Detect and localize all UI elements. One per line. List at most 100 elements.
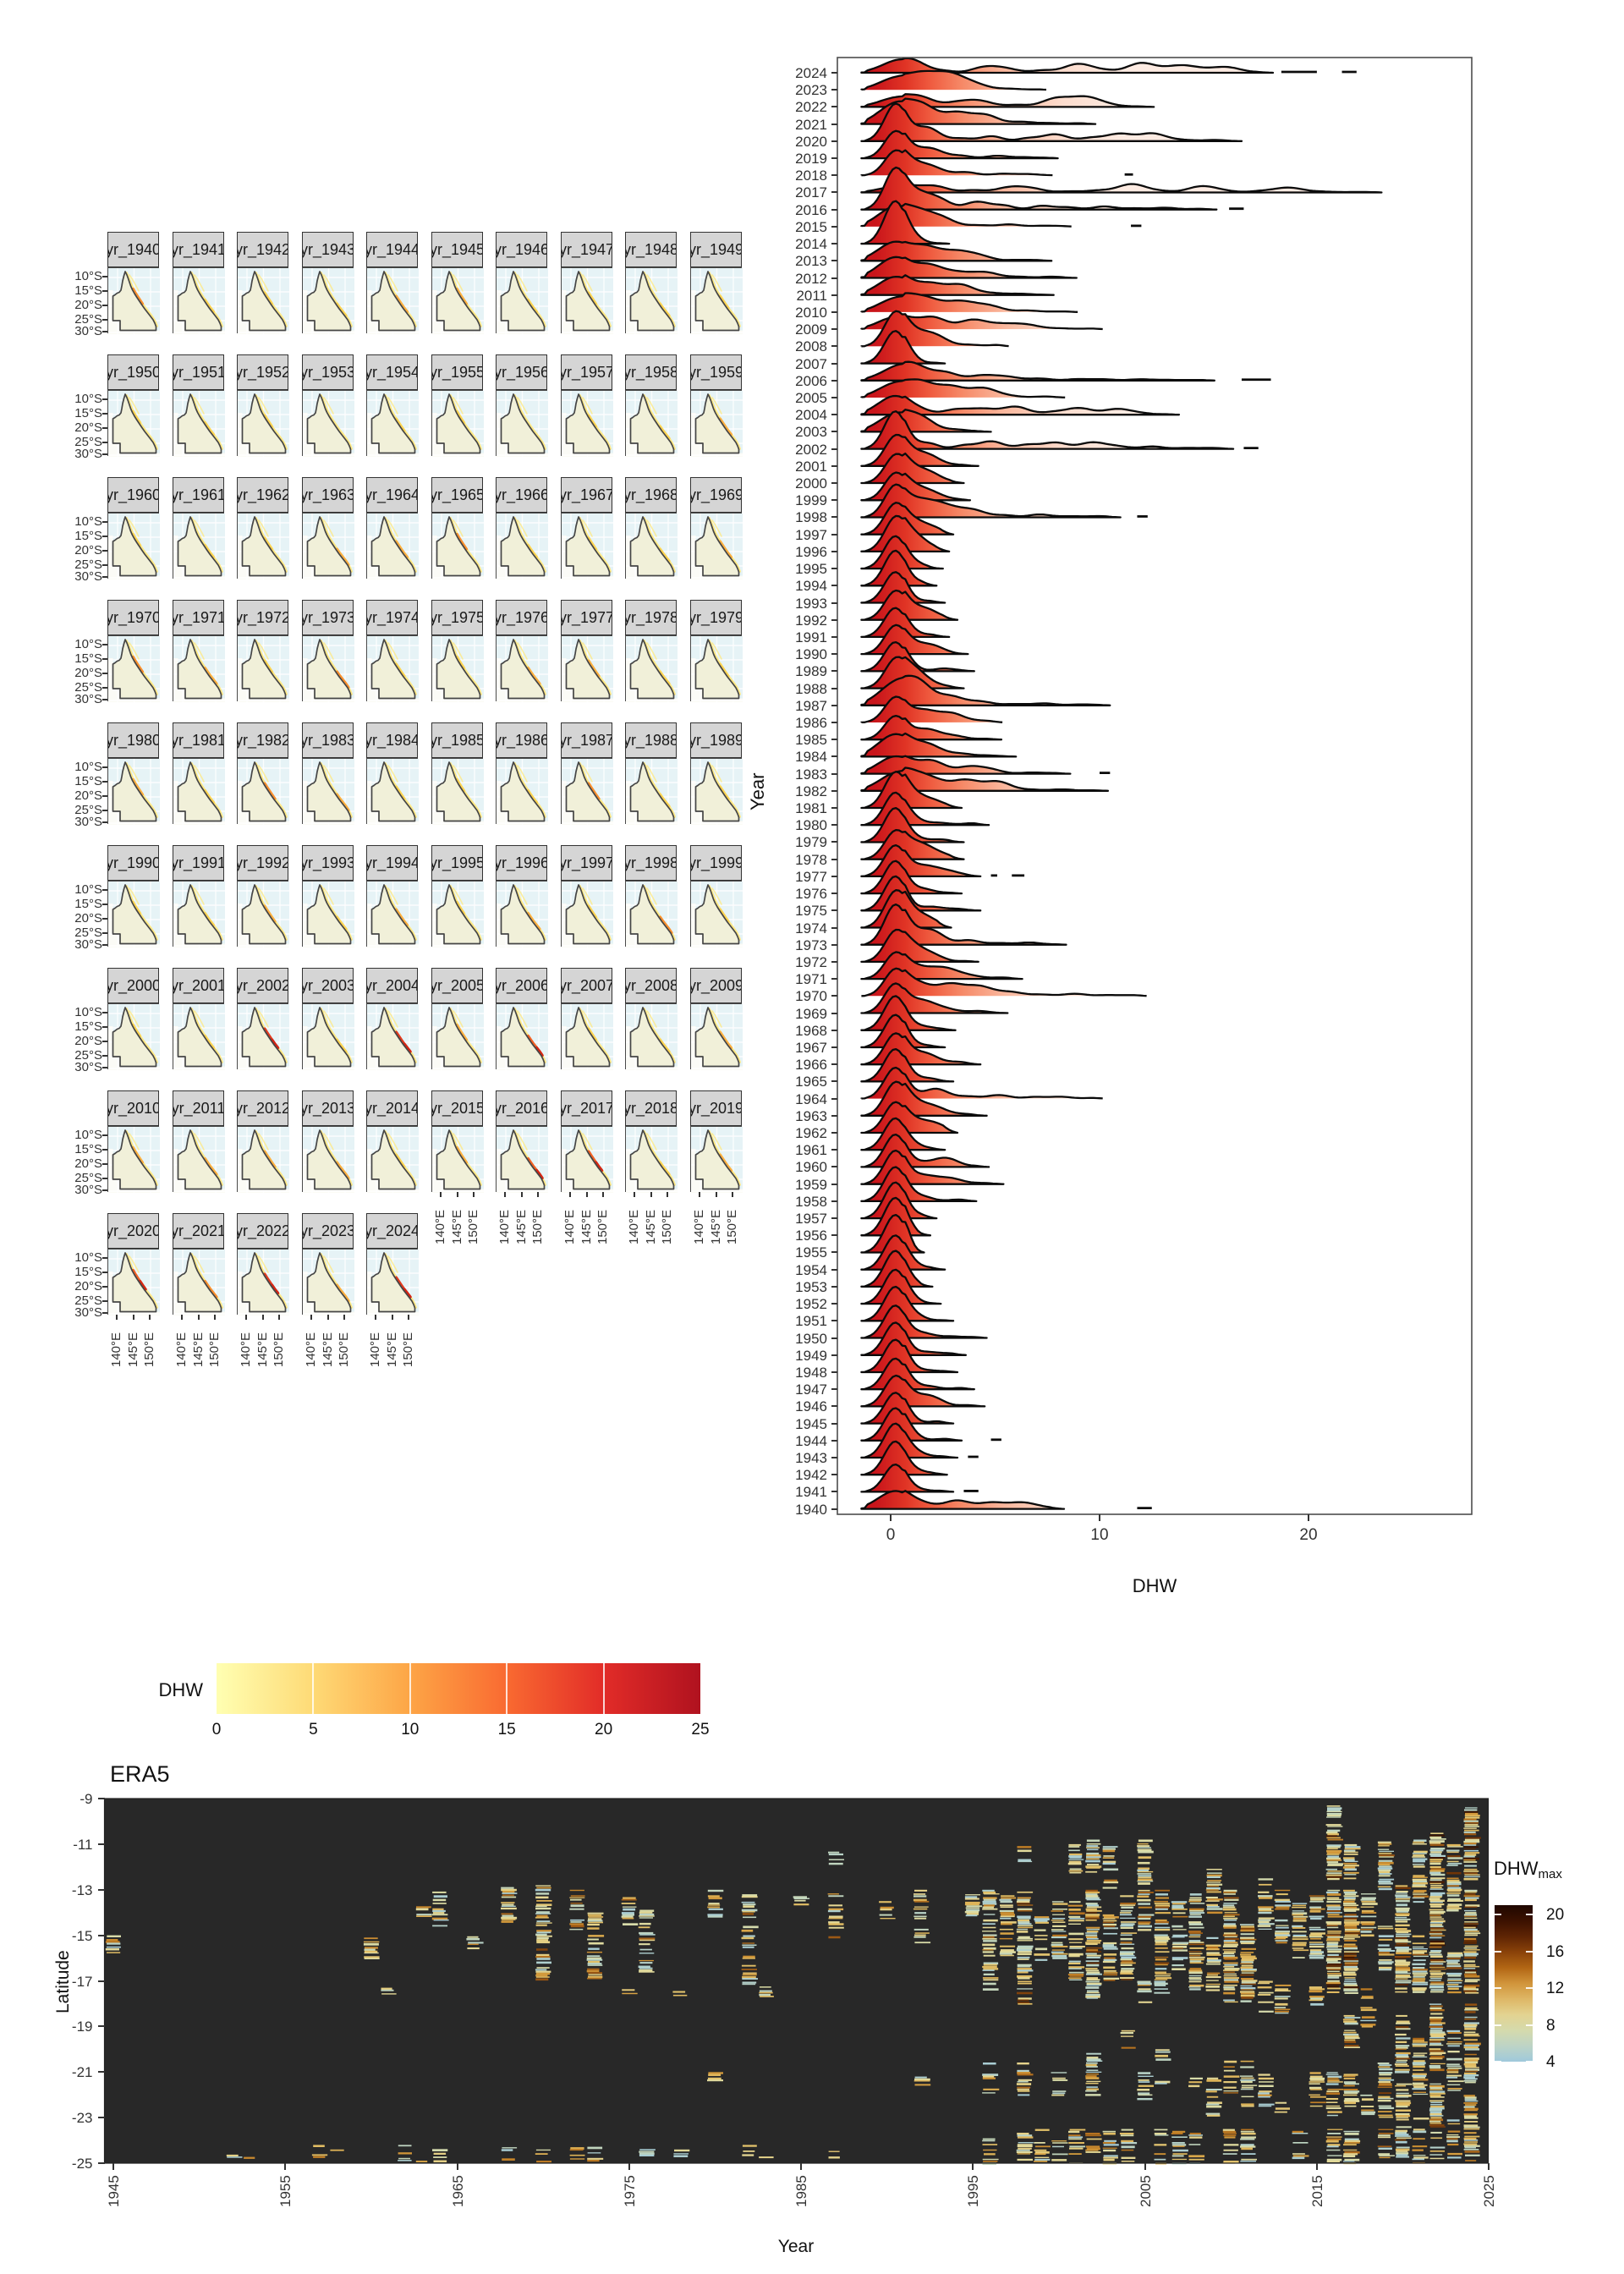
era5-lat-tick-label: -25 xyxy=(71,2156,93,2172)
ridge-year-tick xyxy=(831,789,837,792)
ridge-year-label: 1998 xyxy=(795,509,827,526)
facet-map-panel xyxy=(625,881,678,948)
ridge-year-label: 2019 xyxy=(795,151,827,168)
facet-map-panel xyxy=(431,513,484,579)
ridge-year-label: 1965 xyxy=(795,1074,827,1090)
dhw-legend-tick-label: 0 xyxy=(211,1721,222,1738)
ridge-year-tick xyxy=(831,1439,837,1442)
facet-map xyxy=(173,1250,225,1316)
facet-map-panel xyxy=(237,881,289,948)
ridge-year-tick xyxy=(831,755,837,758)
ridge-year-label: 1962 xyxy=(795,1125,827,1142)
map-lat-tick xyxy=(102,889,107,891)
facet-map-panel xyxy=(107,513,160,579)
facet-map xyxy=(562,1127,613,1193)
map-lat-tick xyxy=(102,1257,107,1259)
facet-map-panel xyxy=(431,758,484,825)
era5-lat-tick xyxy=(97,2071,105,2074)
ridge-density-2007 xyxy=(860,330,946,365)
map-facet: yr_1994 xyxy=(366,845,419,948)
ridge-year-label: 1949 xyxy=(795,1347,827,1364)
map-lat-tick xyxy=(102,290,107,292)
facet-map-panel xyxy=(690,635,743,702)
ridge-year-tick xyxy=(831,1029,837,1031)
facet-map xyxy=(238,1127,289,1193)
facet-map xyxy=(238,759,289,825)
era5-lat-tick-label: -23 xyxy=(71,2110,93,2127)
facet-map-panel xyxy=(173,267,225,334)
facet-map xyxy=(173,759,225,825)
dhwmax-colorbar-tickmark xyxy=(1526,1914,1533,1915)
facet-strip-label: yr_1997 xyxy=(561,854,612,871)
map-lat-tick xyxy=(102,305,107,306)
facet-strip: yr_1945 xyxy=(431,232,483,267)
ridge-year-label: 1969 xyxy=(795,1005,827,1022)
facet-map xyxy=(367,1004,419,1070)
map-facet: yr_1979 xyxy=(690,600,743,702)
facet-map xyxy=(173,1127,225,1193)
facet-strip: yr_2017 xyxy=(561,1090,612,1126)
facet-map xyxy=(108,1127,160,1193)
map-lat-tick-label: 20°S xyxy=(74,788,102,803)
ridge-year-label: 1940 xyxy=(795,1501,827,1518)
map-facet: yr_2008 xyxy=(625,968,678,1070)
dhwmax-colorbar-tickmark xyxy=(1495,2061,1501,2063)
facet-map xyxy=(173,514,225,579)
facet-map xyxy=(497,882,548,948)
facet-map-panel xyxy=(625,1126,678,1193)
ridge-year-label: 1977 xyxy=(795,868,827,885)
facet-strip-label: yr_1975 xyxy=(431,608,483,626)
ridge-year-tick xyxy=(831,1080,837,1083)
facet-map-panel xyxy=(690,1126,743,1193)
facet-strip: yr_1958 xyxy=(625,354,677,390)
facet-strip: yr_1967 xyxy=(561,477,612,513)
facet-map-panel xyxy=(496,1003,548,1070)
facet-map xyxy=(626,268,678,334)
ridge-year-label: 1994 xyxy=(795,578,827,595)
ridge-year-tick xyxy=(831,260,837,262)
ridge-year-label: 2018 xyxy=(795,168,827,184)
ridge-density-2005 xyxy=(860,378,1066,398)
facet-map xyxy=(626,514,678,579)
ridge-year-label: 2006 xyxy=(795,372,827,389)
facet-map-panel xyxy=(690,1003,743,1070)
ridge-year-tick xyxy=(831,909,837,912)
facet-strip: yr_2016 xyxy=(496,1090,547,1126)
ridge-year-label: 1991 xyxy=(795,629,827,645)
facet-strip: yr_1994 xyxy=(366,845,418,881)
map-lat-tick xyxy=(102,944,107,946)
map-lat-tick xyxy=(102,918,107,920)
map-lon-tick xyxy=(456,1192,458,1197)
map-facet: yr_2003 xyxy=(302,968,354,1070)
map-lat-tick-label: 15°S xyxy=(74,1019,102,1034)
facet-strip: yr_1943 xyxy=(302,232,354,267)
ridge-density-2000 xyxy=(860,452,965,485)
facet-map-panel xyxy=(690,267,743,334)
map-facet: yr_1966 xyxy=(496,477,548,579)
ridge-year-label: 1996 xyxy=(795,543,827,560)
era5-year-tick-label: 1945 xyxy=(106,2175,122,2207)
map-lon-tick xyxy=(440,1192,442,1197)
facet-map-panel xyxy=(625,1003,678,1070)
facet-strip-label: yr_1944 xyxy=(366,240,418,258)
ridge-year-label: 1973 xyxy=(795,937,827,953)
ridge-density-1993 xyxy=(860,571,946,604)
facet-strip-label: yr_2014 xyxy=(366,1099,418,1117)
map-lat-tick xyxy=(102,1286,107,1288)
facet-strip-label: yr_1950 xyxy=(107,363,159,381)
facet-map xyxy=(626,882,678,948)
ridge-year-tick xyxy=(831,601,837,604)
map-lat-tick-label: 30°S xyxy=(74,1305,102,1320)
facet-strip: yr_1951 xyxy=(173,354,224,390)
map-facet: yr_1940 xyxy=(107,232,160,334)
map-lat-tick-label: 15°S xyxy=(74,1265,102,1279)
facet-map xyxy=(497,1127,548,1193)
map-facet: yr_2023 xyxy=(302,1213,354,1316)
map-lat-tick-label: 20°S xyxy=(74,1034,102,1048)
facet-strip: yr_2004 xyxy=(366,968,418,1003)
map-lon-tick-label: 150°E xyxy=(660,1209,674,1244)
facet-map-panel xyxy=(302,1126,354,1193)
facet-strip-label: yr_2002 xyxy=(237,976,288,994)
facet-map-panel xyxy=(302,267,354,334)
